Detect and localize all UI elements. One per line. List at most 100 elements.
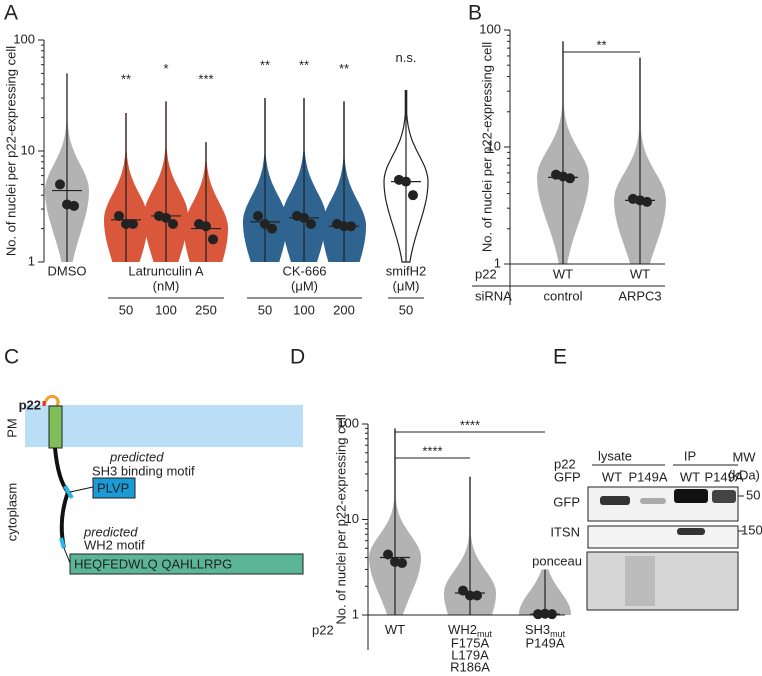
- row-label: p22: [475, 266, 497, 281]
- category-label: SH3mut: [525, 622, 566, 639]
- data-point: [465, 590, 475, 601]
- group-label: IP: [684, 448, 696, 463]
- category-label: 250: [195, 302, 217, 317]
- data-point: [201, 221, 211, 232]
- transmembrane: [48, 405, 63, 449]
- panel-letter: E: [553, 346, 567, 369]
- compartment-label: cytoplasm: [4, 483, 19, 542]
- category-subscript: mut: [477, 629, 493, 639]
- category-name: SH3: [525, 622, 550, 637]
- comparison-label: **: [596, 37, 606, 52]
- category-label: 200: [333, 302, 355, 317]
- panel-letter: B: [468, 2, 482, 25]
- blot: lysate IP MW (kDa) p22 GFP WT P149A WT P…: [532, 448, 762, 611]
- blot-strip: [587, 525, 739, 549]
- mw-label: MW: [732, 449, 756, 464]
- y-tick-label: 10: [487, 138, 501, 153]
- blot-strip: [586, 551, 739, 611]
- band: [712, 490, 736, 503]
- group-unit: (μM): [291, 278, 318, 293]
- group-label: lysate: [598, 448, 632, 463]
- category-label: WT: [385, 622, 405, 637]
- category-label: DMSO: [48, 263, 87, 278]
- marker-label: 50: [746, 487, 760, 502]
- y-axis-label: No. of nuclei per p22-expressing cell: [479, 42, 494, 252]
- data-point: [55, 179, 65, 190]
- data-point: [114, 210, 124, 221]
- panel-letter: A: [4, 2, 18, 25]
- data-point: [346, 221, 356, 232]
- significance: **: [299, 57, 309, 72]
- sh3-site: [63, 484, 74, 500]
- motif-sequence: HEQFEDWLQ QAHLLRPG: [74, 556, 232, 571]
- y-tick-label: 100: [337, 415, 359, 430]
- lane-label: WT: [602, 469, 622, 484]
- row-label: p22: [312, 622, 334, 637]
- mutation-label: L179A: [451, 647, 489, 662]
- data-point: [472, 590, 482, 601]
- category-label: control: [543, 288, 582, 303]
- data-point: [408, 190, 418, 201]
- band: [674, 489, 708, 503]
- category-label: 50: [258, 302, 272, 317]
- significance: **: [339, 61, 349, 76]
- membrane: [25, 405, 303, 447]
- group-label: Latrunculin A: [128, 263, 203, 278]
- significance: n.s.: [396, 50, 417, 65]
- panel-letters: A B C D E: [4, 2, 567, 369]
- category-label: 50: [119, 302, 133, 317]
- motif-name: WH2 motif: [84, 537, 145, 552]
- data-point: [401, 176, 411, 187]
- group-unit: (μM): [393, 278, 420, 293]
- y-tick-label: 100: [13, 31, 35, 46]
- membrane-label: PM: [4, 418, 19, 438]
- data-point: [69, 200, 79, 211]
- mutation-label: F175A: [451, 635, 490, 650]
- motif-sequence: PLVP: [97, 480, 129, 495]
- category-name: WH2: [448, 622, 477, 637]
- y-tick-label: 100: [479, 21, 501, 36]
- data-point: [267, 223, 277, 234]
- category-name: WT: [385, 622, 405, 637]
- y-tick-label: 1: [352, 606, 359, 621]
- significance: *: [163, 61, 168, 76]
- significance: **: [260, 57, 270, 72]
- panel-letter: D: [290, 346, 305, 369]
- motif-qualifier: predicted: [83, 524, 138, 539]
- data-point: [458, 585, 468, 596]
- category-label: ARPC3: [618, 288, 661, 303]
- comparison-label: ****: [460, 417, 480, 432]
- y-axis-label: No. of nuclei per p22-expressing cell: [333, 414, 348, 624]
- data-point: [565, 173, 575, 184]
- y-tick-label: 1: [494, 255, 501, 270]
- y-tick-label: 10: [345, 511, 359, 526]
- row-label: p22: [554, 456, 576, 471]
- data-point: [642, 196, 652, 207]
- group-label: CK-666: [282, 263, 326, 278]
- data-point: [339, 221, 349, 232]
- data-point: [121, 218, 131, 229]
- motif-name: SH3 binding motif: [92, 463, 195, 478]
- panel-letter: C: [4, 346, 19, 369]
- category-label: WT: [553, 266, 573, 281]
- tail: [53, 447, 71, 549]
- loop: [42, 394, 60, 407]
- lane-label: P149A: [704, 469, 743, 484]
- row-label: GFP: [554, 469, 581, 484]
- category-label: WT: [630, 266, 650, 281]
- motif-box: [92, 477, 136, 499]
- motif-qualifier: predicted: [109, 449, 164, 464]
- wh2-site: [59, 537, 66, 549]
- category-subscript: mut: [550, 629, 566, 639]
- group-label: smifH2: [386, 263, 426, 278]
- y-axis-label: No. of nuclei per p22-expressing cell: [3, 46, 18, 256]
- diagram: p22 PM cytoplasm predicted SH3 binding m…: [4, 394, 304, 575]
- data-point: [547, 609, 557, 620]
- panel-label: ITSN: [550, 524, 580, 539]
- lane-label: WT: [680, 469, 700, 484]
- significance: **: [121, 71, 131, 86]
- panel-label: GFP: [553, 494, 580, 509]
- band: [640, 498, 666, 504]
- data-point: [299, 212, 309, 223]
